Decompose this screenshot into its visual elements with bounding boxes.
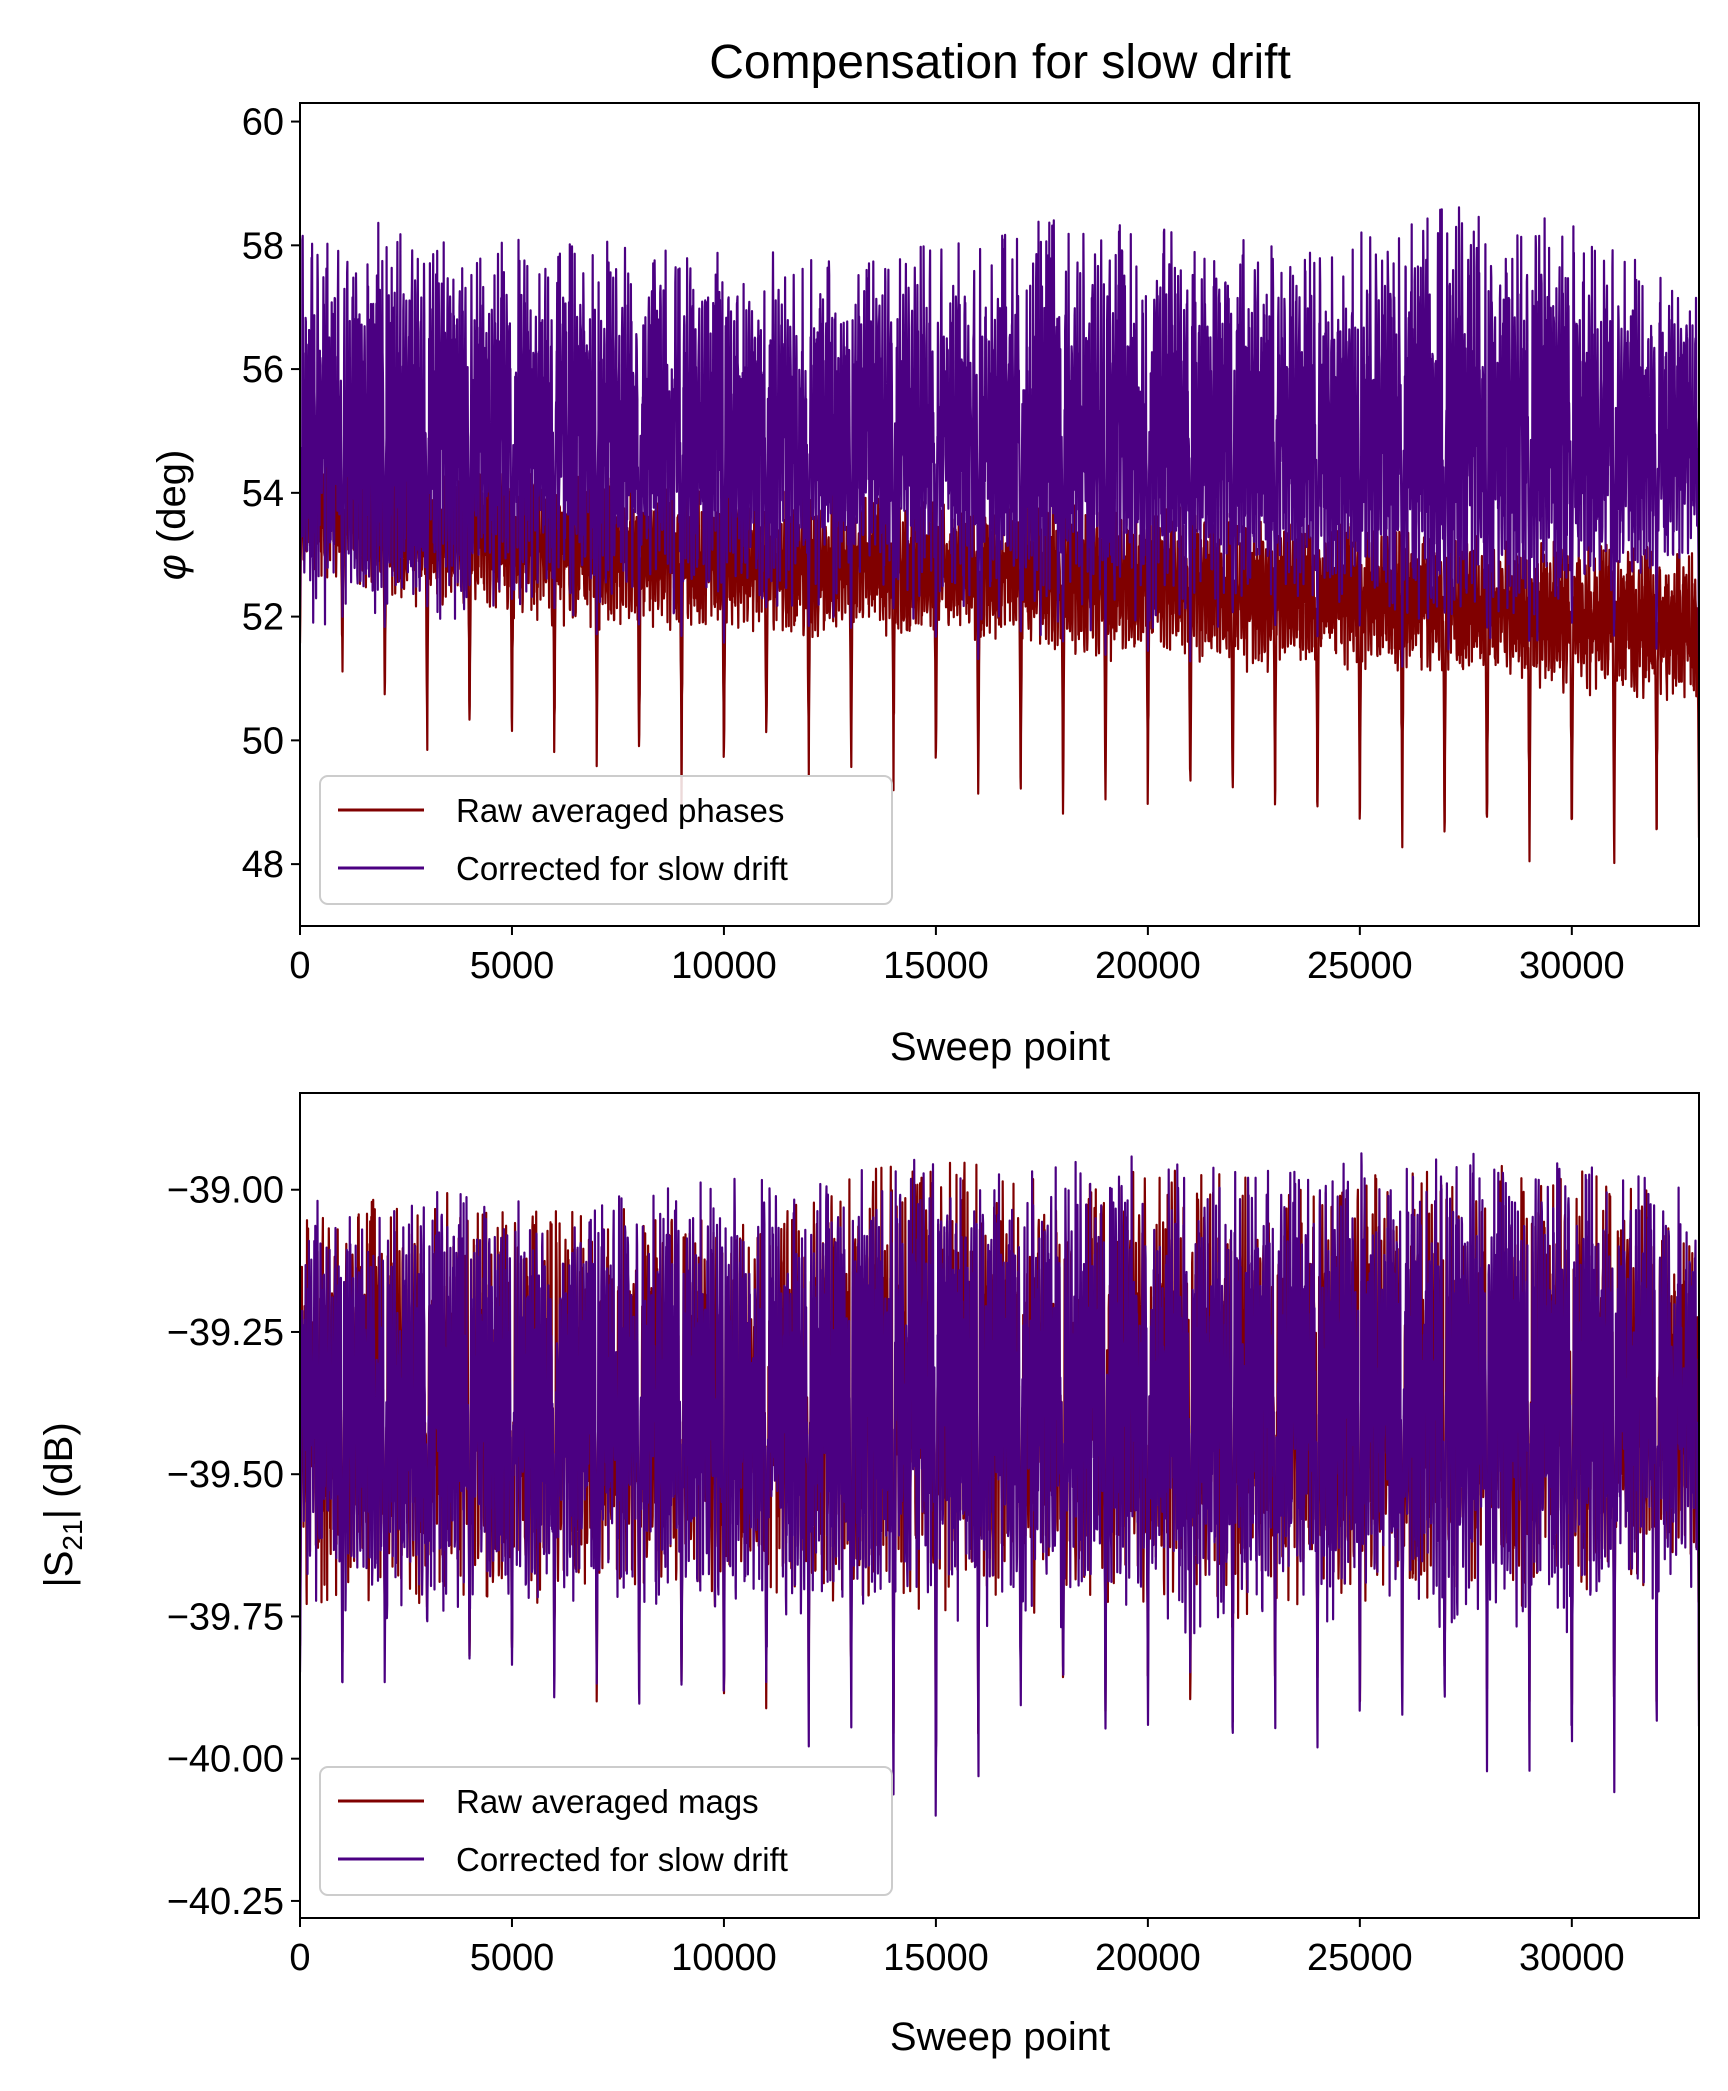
phase-y-tick-label: 56 [242,349,284,391]
magnitude-x-tick-label: 0 [289,1937,310,1979]
phase-y-ticks: 48 50 52 54 56 58 60 [242,102,300,886]
magnitude-series-corrected [300,1152,1699,1817]
phase-y-axis-unit: (deg) [150,450,194,555]
magnitude-legend-label-corrected: Corrected for slow drift [456,1841,788,1878]
phase-legend: Raw averaged phases Corrected for slow d… [319,775,893,905]
magnitude-x-tick-label: 5000 [470,1937,555,1979]
phase-y-tick-label: 48 [242,844,284,886]
magnitude-y-tick-label: −39.50 [167,1454,284,1496]
phase-series-corrected [300,206,1699,668]
phase-y-tick-label: 58 [242,225,284,267]
phase-y-tick-label: 52 [242,597,284,639]
phase-legend-box [319,775,893,905]
magnitude-x-tick-label: 20000 [1095,1937,1201,1979]
phase-x-tick-label: 10000 [671,945,777,987]
magnitude-legend-box [319,1766,893,1896]
phase-y-axis-symbol: φ [150,554,194,580]
magnitude-y-axis-pre: |S [37,1551,81,1588]
magnitude-y-tick-label: −39.00 [167,1170,284,1212]
phase-x-tick-label: 30000 [1519,945,1625,987]
magnitude-y-tick-label: −40.00 [167,1739,284,1781]
magnitude-legend: Raw averaged mags Corrected for slow dri… [319,1766,893,1896]
phase-x-axis-label: Sweep point [890,1025,1110,1069]
magnitude-x-tick-label: 25000 [1307,1937,1413,1979]
phase-x-tick-label: 15000 [883,945,989,987]
phase-y-tick-label: 54 [242,473,284,515]
magnitude-y-tick-label: −39.25 [167,1312,284,1354]
magnitude-y-tick-label: −39.75 [167,1596,284,1638]
magnitude-legend-label-raw: Raw averaged mags [456,1783,759,1820]
phase-panel: 0 5000 10000 15000 20000 25000 30000 48 50 52 54 5… [150,102,1700,1069]
phase-x-tick-label: 0 [289,945,310,987]
magnitude-x-ticks: 0 5000 10000 15000 20000 25000 30000 [289,1918,1625,1979]
phase-axes-frame [299,102,1700,927]
chart-title: Compensation for slow drift [709,36,1291,89]
magnitude-x-tick-label: 10000 [671,1937,777,1979]
phase-y-axis-label: φ (deg) [150,450,194,581]
phase-legend-label-raw: Raw averaged phases [456,792,784,829]
magnitude-y-axis-post: | (dB) [37,1422,81,1519]
magnitude-x-tick-label: 30000 [1519,1937,1625,1979]
magnitude-y-tick-label: −40.25 [167,1881,284,1923]
phase-series-group [300,206,1699,865]
magnitude-series-group [300,1152,1699,1817]
magnitude-y-axis-sub: 21 [57,1519,88,1550]
magnitude-axes-frame [299,1092,1700,1919]
magnitude-panel: 0 5000 10000 15000 20000 25000 30000 −40.25−40… [37,1092,1700,2059]
magnitude-y-ticks: −40.25 −40.00 −39.75 −39.50 −39.25 −39.00 [167,1170,300,1923]
magnitude-x-tick-label: 15000 [883,1937,989,1979]
phase-y-tick-label: 50 [242,720,284,762]
phase-x-ticks: 0 5000 10000 15000 20000 25000 30000 [289,926,1625,987]
phase-x-tick-label: 20000 [1095,945,1201,987]
phase-y-tick-label: 60 [242,102,284,144]
phase-legend-label-corrected: Corrected for slow drift [456,850,788,887]
phase-x-tick-label: 25000 [1307,945,1413,987]
magnitude-x-axis-label: Sweep point [890,2015,1110,2059]
magnitude-y-axis-label: |S21| (dB) [37,1422,88,1587]
phase-x-tick-label: 5000 [470,945,555,987]
